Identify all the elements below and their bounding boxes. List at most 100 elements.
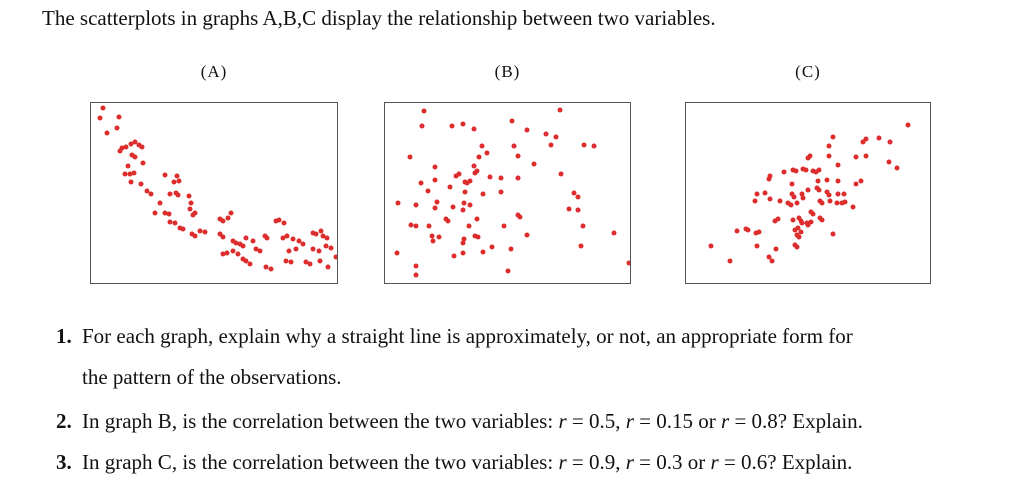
scatter-point — [474, 216, 480, 222]
scatter-point — [524, 232, 530, 238]
scatter-point — [498, 189, 504, 195]
scatter-point — [842, 199, 848, 205]
scatter-point — [835, 178, 841, 184]
scatter-point — [781, 169, 787, 175]
scatter-point — [479, 143, 485, 149]
scatter-point — [816, 187, 822, 193]
scatter-point — [230, 248, 236, 254]
scatter-point — [174, 173, 180, 179]
scatter-point — [511, 143, 517, 149]
scatter-point — [281, 220, 287, 226]
scatter-point — [777, 198, 783, 204]
scatter-point — [824, 177, 830, 183]
scatter-point — [810, 211, 816, 217]
scatter-point — [548, 142, 554, 148]
scatter-point — [754, 243, 760, 249]
scatter-point — [876, 135, 882, 141]
scatter-point — [753, 230, 759, 236]
scatter-point — [515, 175, 521, 181]
scatter-point — [104, 130, 110, 136]
scatter-point — [418, 180, 424, 186]
scatter-point — [144, 188, 150, 194]
scatter-point — [323, 243, 329, 249]
scatter-point — [407, 154, 413, 160]
scatter-point — [769, 258, 775, 264]
scatter-point — [484, 150, 490, 155]
page-title: The scatterplots in graphs A,B,C display… — [42, 6, 716, 30]
scatterplot-c: (C) — [685, 62, 931, 284]
scatter-point — [171, 179, 177, 185]
scatter-point — [429, 233, 435, 239]
scatter-point — [790, 217, 796, 223]
scatter-point — [288, 259, 294, 265]
scatter-point — [286, 248, 292, 254]
scatter-point — [611, 230, 617, 236]
scatter-point — [413, 263, 419, 269]
scatter-point — [257, 248, 262, 254]
scatter-point — [805, 187, 811, 193]
scatter-point — [202, 229, 208, 235]
scatter-point — [772, 218, 778, 224]
scatter-point — [225, 215, 231, 221]
scatter-point — [280, 235, 286, 241]
scatter-point — [445, 218, 451, 224]
scatter-point — [408, 222, 414, 228]
scatter-point — [524, 127, 530, 133]
scatter-point — [167, 219, 173, 225]
scatter-point — [283, 258, 289, 264]
scatter-point — [796, 234, 802, 240]
scatter-point — [187, 206, 193, 212]
scatter-point — [462, 189, 468, 195]
scatter-point — [116, 114, 122, 119]
scatter-point — [162, 172, 168, 178]
scatter-point — [293, 246, 299, 252]
scatter-point — [466, 223, 472, 229]
scatter-point — [505, 268, 511, 274]
scatter-point — [863, 153, 869, 159]
scatter-point — [734, 228, 740, 234]
scatter-point — [139, 144, 145, 150]
scatter-point — [835, 162, 841, 168]
scatter-point — [708, 243, 714, 249]
scatterplot-a-plot-area — [90, 102, 338, 284]
scatter-point — [819, 200, 825, 206]
scatter-point — [575, 194, 581, 200]
scatter-point — [571, 190, 577, 196]
scatter-point — [508, 246, 514, 252]
scatter-point — [419, 123, 425, 129]
scatter-point — [591, 143, 597, 149]
scatter-point — [461, 200, 467, 206]
scatter-point — [766, 176, 772, 182]
scatter-point — [264, 235, 270, 241]
scatter-point — [125, 163, 131, 169]
scatter-point — [220, 234, 226, 240]
scatter-point — [162, 210, 168, 216]
question-2-text: In graph B, is the correlation between t… — [82, 409, 863, 433]
scatter-point — [310, 230, 316, 236]
scatter-point — [132, 139, 138, 145]
scatter-point — [132, 154, 138, 160]
scatter-point — [230, 238, 236, 244]
scatter-point — [451, 253, 457, 259]
scatter-point — [826, 192, 832, 198]
scatter-point — [860, 139, 866, 145]
scatter-point — [318, 228, 324, 234]
scatter-point — [413, 202, 419, 208]
scatter-point — [460, 250, 466, 256]
scatter-point — [581, 142, 587, 148]
scatter-point — [224, 250, 230, 256]
scatter-point — [434, 199, 440, 205]
scatterplot-b-label: (B) — [494, 62, 521, 81]
scatter-point — [243, 258, 249, 264]
scatter-point — [300, 241, 306, 247]
scatter-point — [127, 171, 133, 177]
scatterplot-c-plot-area — [685, 102, 931, 284]
scatter-point — [228, 210, 234, 216]
scatter-point — [273, 218, 279, 224]
scatter-point — [467, 202, 473, 208]
scatter-point — [235, 251, 241, 257]
scatter-point — [531, 161, 537, 167]
scatter-point — [240, 243, 246, 249]
scatter-point — [626, 260, 630, 266]
scatter-point — [794, 244, 800, 250]
